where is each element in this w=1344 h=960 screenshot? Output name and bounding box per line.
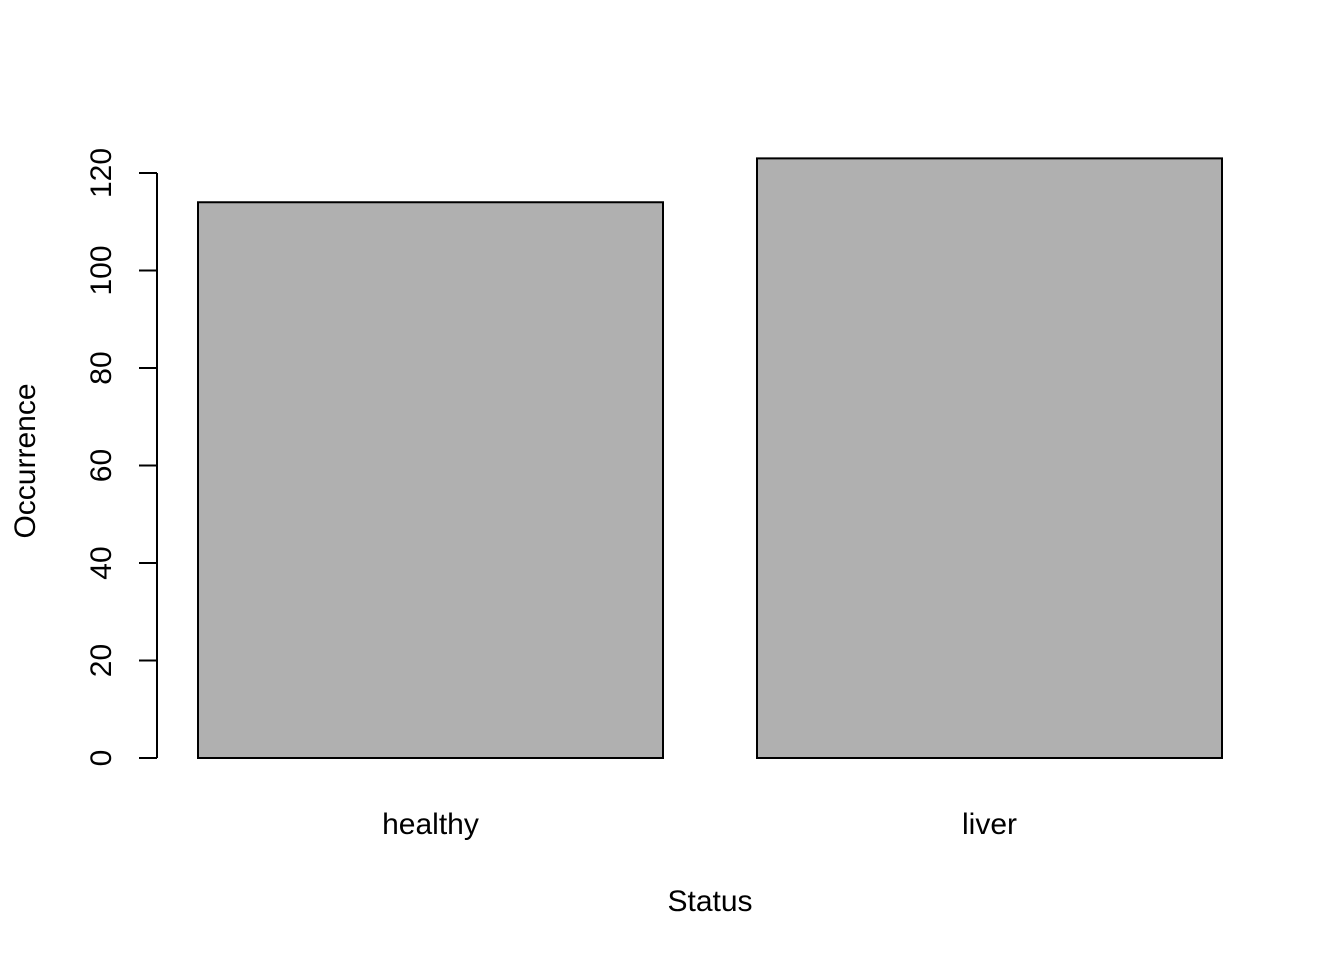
y-tick-label: 120 — [85, 148, 118, 198]
bar-healthy — [197, 201, 664, 759]
y-tick-label: 100 — [85, 245, 118, 295]
y-axis: 0 20 40 60 80 100 120 — [85, 148, 158, 767]
y-tick-label: 40 — [85, 546, 118, 579]
y-tick-label: 80 — [85, 351, 118, 384]
x-tick-label-liver: liver — [962, 808, 1017, 841]
x-axis-labels: healthy liver — [382, 808, 1017, 841]
x-tick-label-healthy: healthy — [382, 808, 479, 841]
bars-group — [197, 157, 1223, 759]
y-tick-label: 0 — [85, 750, 118, 767]
x-axis-title: Status — [667, 885, 752, 918]
y-tick-label: 60 — [85, 449, 118, 482]
bar-liver — [756, 157, 1223, 759]
y-axis-title: Occurrence — [9, 383, 42, 538]
y-tick-label: 20 — [85, 644, 118, 677]
